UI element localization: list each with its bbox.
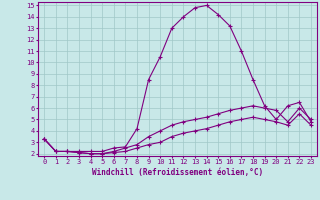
X-axis label: Windchill (Refroidissement éolien,°C): Windchill (Refroidissement éolien,°C) (92, 168, 263, 177)
